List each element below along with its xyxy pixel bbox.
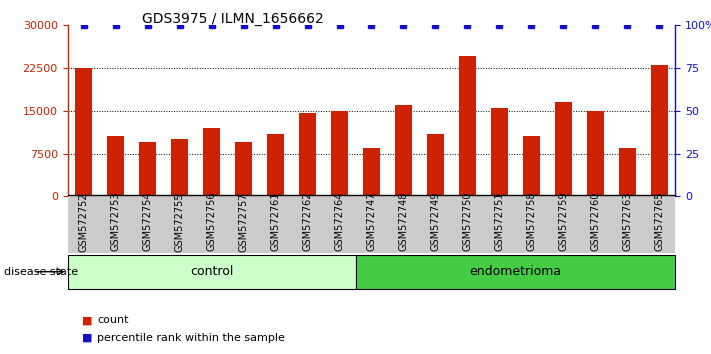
Text: GDS3975 / ILMN_1656662: GDS3975 / ILMN_1656662: [142, 12, 324, 27]
Bar: [491, 108, 508, 196]
Text: percentile rank within the sample: percentile rank within the sample: [97, 333, 285, 343]
Bar: [395, 105, 412, 196]
Text: ■: ■: [82, 333, 92, 343]
Bar: [555, 102, 572, 196]
Bar: [68, 255, 356, 289]
Bar: [107, 136, 124, 196]
Bar: [459, 56, 476, 196]
Bar: [75, 68, 92, 196]
Bar: [651, 65, 668, 196]
Bar: [363, 148, 380, 196]
Text: ■: ■: [82, 315, 92, 325]
Text: endometrioma: endometrioma: [469, 265, 562, 278]
Bar: [299, 114, 316, 196]
Bar: [427, 133, 444, 196]
Bar: [139, 142, 156, 196]
Bar: [267, 133, 284, 196]
Bar: [587, 110, 604, 196]
Text: disease state: disease state: [4, 267, 77, 277]
Bar: [523, 136, 540, 196]
Bar: [171, 139, 188, 196]
Bar: [356, 255, 675, 289]
Text: control: control: [190, 265, 233, 278]
Text: count: count: [97, 315, 129, 325]
Bar: [235, 142, 252, 196]
Bar: [619, 148, 636, 196]
Bar: [331, 110, 348, 196]
Bar: [203, 128, 220, 196]
